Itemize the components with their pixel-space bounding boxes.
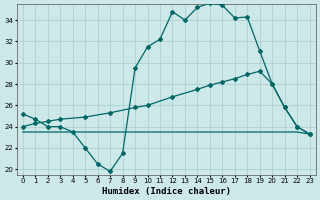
X-axis label: Humidex (Indice chaleur): Humidex (Indice chaleur) [102,187,231,196]
